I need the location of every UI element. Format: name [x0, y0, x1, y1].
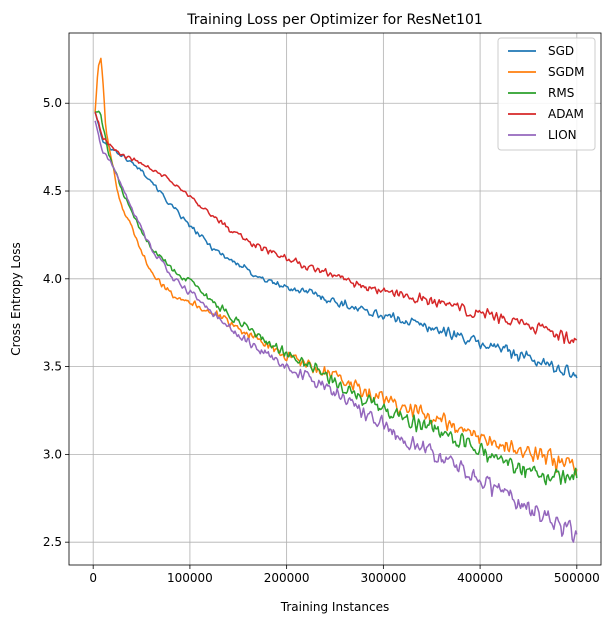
y-tick-label: 3.5 [43, 360, 62, 374]
chart-title: Training Loss per Optimizer for ResNet10… [186, 12, 483, 28]
series-line-sgdm [94, 57, 578, 476]
x-axis-label: Training Instances [280, 600, 389, 614]
legend-label: SGDM [548, 65, 585, 79]
x-tick-label: 0 [89, 571, 97, 585]
series-line-rms [95, 110, 578, 486]
plot-frame [68, 32, 602, 566]
y-axis-ticks: 2.5 3.0 3.5 4.0 4.5 5.0 [43, 96, 69, 549]
legend: SGD SGDM RMS ADAM LION [497, 37, 596, 151]
legend-label: LION [548, 128, 577, 142]
series-line-adam [94, 111, 577, 345]
y-tick-label: 5.0 [43, 96, 62, 110]
legend-label: ADAM [548, 107, 584, 121]
series-line-lion [94, 120, 578, 543]
y-axis-label: Cross Entropy Loss [9, 242, 23, 355]
y-tick-label: 4.0 [43, 272, 62, 286]
x-tick-label: 100000 [167, 571, 213, 585]
legend-box [497, 37, 596, 151]
legend-label: SGD [548, 44, 574, 58]
series-lines [94, 57, 578, 543]
x-tick-label: 400000 [457, 571, 503, 585]
y-tick-label: 2.5 [43, 535, 62, 549]
y-tick-label: 4.5 [43, 184, 62, 198]
x-axis-ticks: 0 100000 200000 300000 400000 500000 [89, 565, 600, 585]
x-tick-label: 300000 [360, 571, 406, 585]
y-tick-label: 3.0 [43, 447, 62, 461]
legend-label: RMS [548, 86, 574, 100]
x-tick-label: 500000 [554, 571, 600, 585]
x-tick-label: 200000 [264, 571, 310, 585]
series-line-sgd [94, 111, 578, 379]
